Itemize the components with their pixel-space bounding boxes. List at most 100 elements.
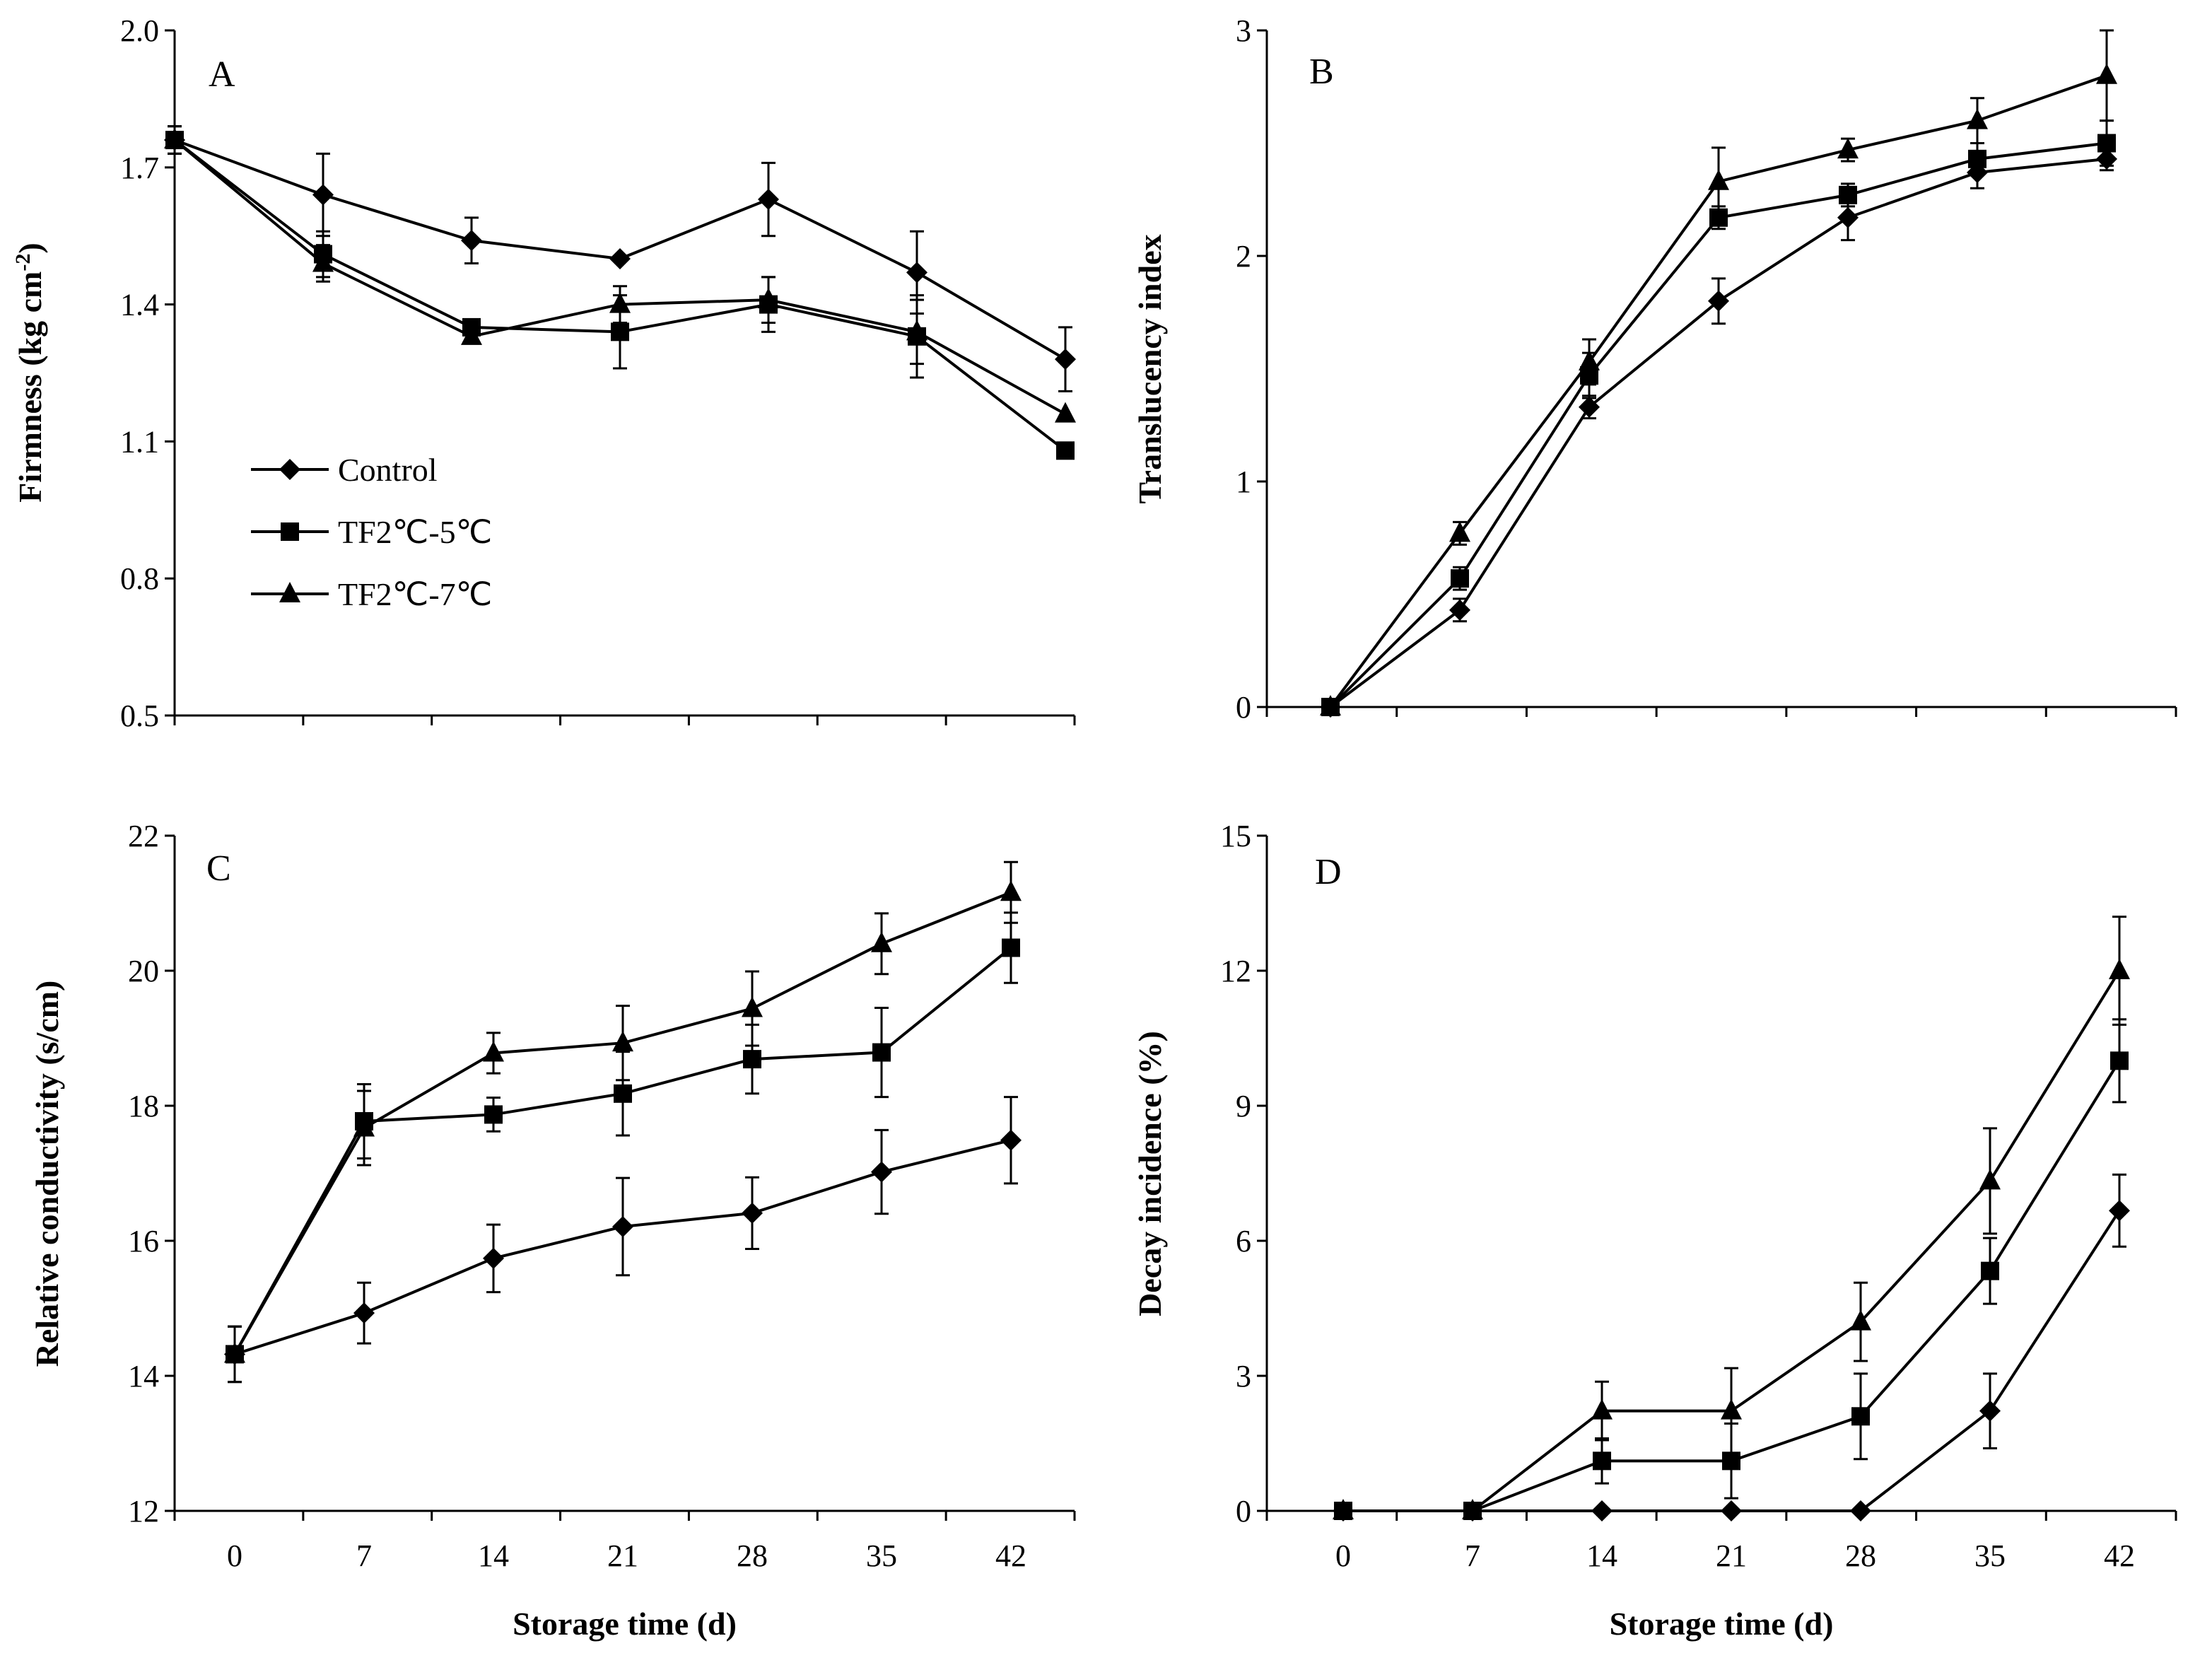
marker-triangle	[1320, 695, 1341, 715]
marker-square	[1593, 1451, 1611, 1471]
marker-square	[1002, 938, 1020, 957]
y-axis-title-text: Translucency index	[1132, 234, 1168, 503]
marker-triangle	[1000, 880, 1022, 901]
marker-triangle	[1850, 1309, 1871, 1331]
marker-square	[1839, 185, 1857, 204]
marker-diamond	[871, 1161, 892, 1183]
marker-square	[1968, 149, 1986, 168]
marker-triangle	[609, 292, 631, 313]
marker-triangle	[906, 320, 927, 341]
y-axis-title: Translucency index	[1132, 234, 1168, 503]
marker-diamond	[742, 1202, 763, 1224]
marker-diamond	[2109, 1200, 2130, 1222]
marker-square	[2097, 134, 2116, 153]
marker-diamond	[612, 1215, 633, 1237]
marker-square	[1056, 441, 1075, 460]
x-tick-label: 42	[2104, 1538, 2135, 1573]
y-axis-title-sup: -2	[11, 254, 35, 271]
marker-triangle	[1579, 349, 1600, 370]
marker-triangle	[2096, 63, 2117, 84]
y-tick-label: 2.0	[120, 13, 159, 48]
y-axis-title: Decay incidence (%)	[1132, 1031, 1168, 1316]
marker-diamond	[461, 230, 482, 252]
marker-triangle	[1708, 169, 1729, 190]
y-tick-label: 12	[1220, 954, 1251, 988]
x-tick-label: 28	[737, 1538, 768, 1573]
y-tick-label: 0	[1236, 690, 1251, 725]
y-tick-label: 3	[1236, 13, 1251, 48]
marker-triangle	[742, 996, 763, 1017]
chart-panel-a: 0.5 0.8 1.1 1.4 1.7 2.0 Firmness (kg cm-2) A Con…	[11, 13, 1076, 733]
x-axis-title: Storage time (d)	[513, 1606, 737, 1642]
marker-square	[1851, 1407, 1870, 1426]
y-tick-label: 9	[1236, 1089, 1251, 1123]
panel-label: B	[1309, 52, 1334, 92]
marker-diamond	[758, 189, 779, 211]
marker-triangle	[1591, 1398, 1613, 1420]
x-tick-label: 14	[1586, 1538, 1617, 1573]
y-tick-label: 14	[128, 1359, 159, 1394]
marker-diamond	[609, 248, 631, 269]
marker-triangle	[1837, 138, 1859, 159]
series-triangle	[1320, 29, 2117, 715]
legend-entry: TF2℃-5℃	[338, 514, 492, 550]
marker-square	[2110, 1051, 2129, 1070]
y-tick-label: 0.5	[120, 699, 159, 733]
series-line	[173, 139, 1066, 416]
marker-square	[1722, 1451, 1740, 1471]
series-triangle	[224, 860, 1022, 1384]
chart-panel-c: 12 14 16 18 20 22 0 7 14 21 28 35 42 Relative conduct…	[29, 819, 1076, 1642]
series-triangle	[164, 125, 1076, 423]
marker-diamond	[1979, 1400, 2001, 1422]
panel-label: C	[206, 848, 231, 889]
y-tick-label: 3	[1236, 1359, 1251, 1394]
marker-diamond	[906, 262, 927, 284]
marker-diamond	[1579, 396, 1600, 418]
x-tick-label: 0	[227, 1538, 242, 1573]
x-tick-label: 42	[995, 1538, 1026, 1573]
marker-triangle	[1333, 1499, 1354, 1519]
y-tick-label: 22	[128, 819, 159, 853]
y-tick-label: 1.4	[120, 288, 159, 322]
marker-diamond	[1721, 1500, 1742, 1521]
x-tick-label: 0	[1335, 1538, 1351, 1573]
y-axis-title: Firmness (kg cm-2)	[11, 243, 48, 502]
marker-diamond	[312, 184, 334, 206]
marker-square	[1981, 1261, 1999, 1280]
marker-square	[484, 1105, 503, 1124]
marker-square	[614, 1084, 632, 1103]
y-tick-label: 0	[1236, 1494, 1251, 1529]
x-tick-label: 7	[356, 1538, 372, 1573]
marker-triangle	[164, 128, 185, 149]
marker-square	[1451, 569, 1469, 588]
panel-label: D	[1315, 852, 1342, 892]
y-tick-label: 20	[128, 954, 159, 988]
x-tick-label: 14	[478, 1538, 509, 1573]
marker-diamond	[1000, 1129, 1022, 1151]
marker-triangle	[483, 1041, 504, 1062]
marker-diamond	[279, 459, 300, 480]
panel-label: A	[209, 54, 235, 95]
marker-square	[281, 522, 299, 541]
legend: Control TF2℃-5℃ TF2℃-7℃	[251, 452, 492, 612]
marker-diamond	[1449, 599, 1470, 621]
legend-entry: TF2℃-7℃	[338, 576, 492, 612]
marker-triangle	[1462, 1499, 1483, 1519]
series-diamond	[224, 1096, 1022, 1384]
marker-triangle	[353, 1116, 375, 1137]
series-diamond	[164, 125, 1076, 392]
marker-square	[743, 1050, 761, 1069]
marker-diamond	[1055, 349, 1076, 370]
x-tick-label: 21	[1716, 1538, 1747, 1573]
y-tick-label: 18	[128, 1089, 159, 1123]
y-tick-label: 2	[1236, 239, 1251, 274]
y-axis-title-text: Firmness (kg cm	[12, 271, 48, 503]
marker-diamond	[1837, 206, 1859, 228]
y-tick-label: 16	[128, 1224, 159, 1258]
marker-diamond	[353, 1302, 375, 1324]
marker-triangle	[312, 251, 334, 272]
y-tick-label: 1.7	[120, 151, 159, 185]
marker-triangle	[279, 582, 300, 602]
y-axis-title-end: )	[12, 243, 48, 253]
